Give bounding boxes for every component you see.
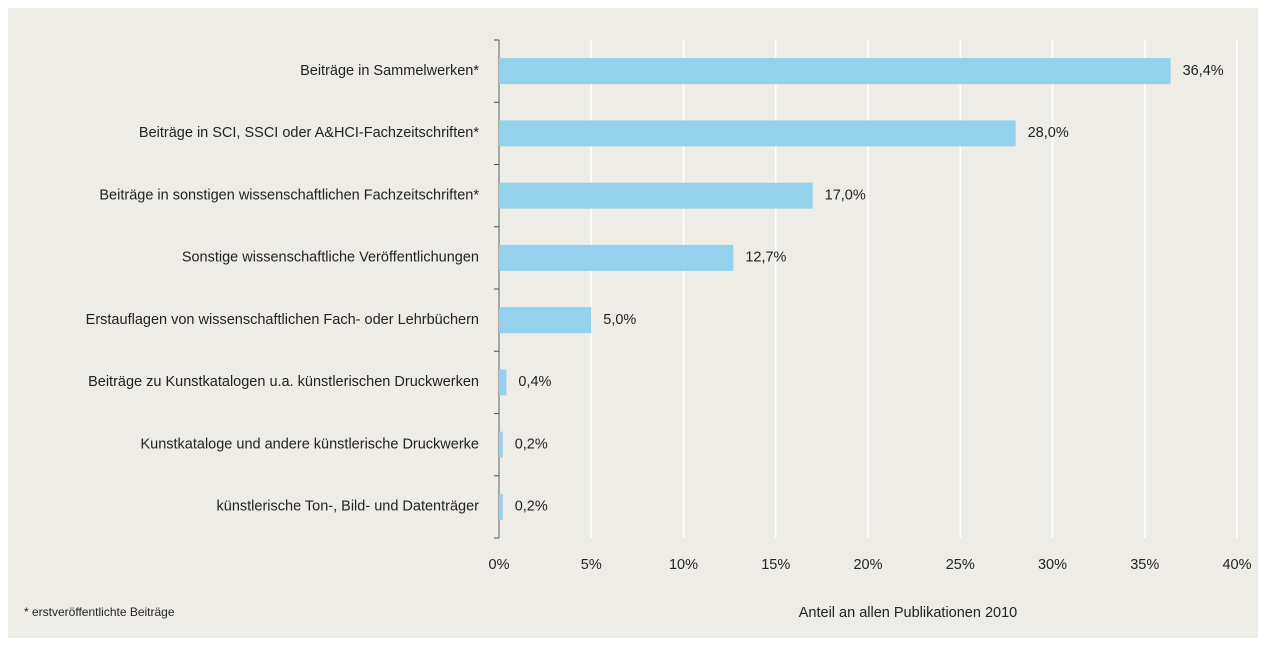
x-tick-label: 35% [1130,557,1159,573]
x-tick-label: 5% [581,557,602,573]
bar [499,369,507,396]
y-tick-label: Beiträge in SCI, SSCI oder A&HCI-Fachzei… [139,125,479,141]
value-label: 17,0% [825,187,866,203]
x-tick-label: 10% [669,557,698,573]
y-tick-label: Beiträge in sonstigen wissenschaftlichen… [99,187,479,203]
bar [499,182,813,209]
value-label: 5,0% [603,312,636,328]
x-tick-label: 20% [853,557,882,573]
x-tick-label: 25% [946,557,975,573]
bar [499,58,1171,85]
y-tick-label: künstlerische Ton-, Bild- und Datenträge… [217,499,480,515]
value-label: 28,0% [1028,125,1069,141]
chart-background [8,8,1258,638]
x-tick-label: 30% [1038,557,1067,573]
footnote: * erstveröffentlichte Beiträge [24,605,175,619]
bar [499,120,1016,147]
y-tick-label: Kunstkataloge und andere künstlerische D… [140,436,479,452]
value-label: 0,2% [515,436,548,452]
x-tick-label: 15% [761,557,790,573]
value-label: 0,2% [515,499,548,515]
x-tick-label: 40% [1222,557,1251,573]
y-tick-label: Sonstige wissenschaftliche Veröffentlich… [182,250,479,266]
bar [499,431,503,458]
bar [499,493,503,520]
value-label: 36,4% [1183,63,1224,79]
value-label: 0,4% [518,374,551,390]
y-tick-label: Beiträge in Sammelwerken* [300,63,479,79]
x-axis-label: Anteil an allen Publikationen 2010 [799,605,1017,621]
x-tick-label: 0% [489,557,510,573]
value-label: 12,7% [745,250,786,266]
bar [499,244,734,271]
y-tick-label: Beiträge zu Kunstkatalogen u.a. künstler… [88,374,479,390]
y-tick-label: Erstauflagen von wissenschaftlichen Fach… [86,312,479,328]
bar [499,307,592,334]
